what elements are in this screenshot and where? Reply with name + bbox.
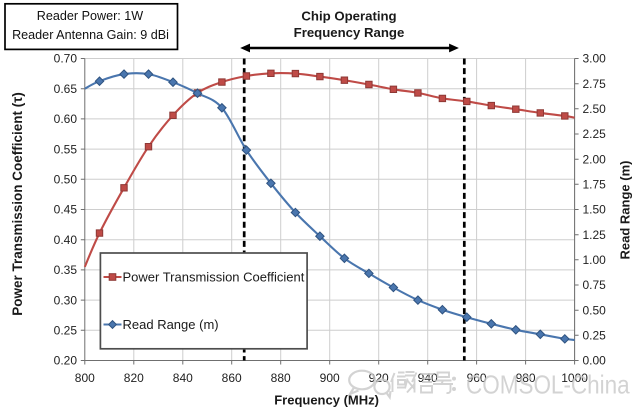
svg-text:0.25: 0.25 bbox=[54, 324, 78, 338]
svg-text:1.50: 1.50 bbox=[583, 203, 607, 217]
svg-text:0.50: 0.50 bbox=[54, 173, 78, 187]
svg-text:0.45: 0.45 bbox=[54, 203, 78, 217]
svg-text:Power Transmission Coefficient: Power Transmission Coefficient (τ) bbox=[10, 92, 25, 316]
svg-text:0.20: 0.20 bbox=[54, 354, 78, 368]
svg-text:1000: 1000 bbox=[561, 371, 588, 385]
svg-text:Chip Operating: Chip Operating bbox=[301, 8, 396, 23]
svg-text:Reader Antenna Gain: 9 dBi: Reader Antenna Gain: 9 dBi bbox=[12, 28, 169, 42]
svg-text:0.40: 0.40 bbox=[54, 233, 78, 247]
svg-text:1.00: 1.00 bbox=[583, 253, 607, 267]
svg-text:0.25: 0.25 bbox=[583, 329, 607, 343]
svg-text:Reader Power: 1W: Reader Power: 1W bbox=[37, 9, 144, 23]
svg-text:2.00: 2.00 bbox=[583, 152, 607, 166]
svg-text:1.25: 1.25 bbox=[583, 228, 607, 242]
svg-text:Read Range (m): Read Range (m) bbox=[123, 317, 219, 332]
svg-text:3.00: 3.00 bbox=[583, 52, 607, 66]
svg-text:Power Transmission Coefficient: Power Transmission Coefficient bbox=[123, 270, 305, 285]
svg-text:900: 900 bbox=[320, 371, 340, 385]
svg-text:0.60: 0.60 bbox=[54, 112, 78, 126]
svg-text:Frequency (MHz): Frequency (MHz) bbox=[274, 393, 379, 408]
svg-text:2.50: 2.50 bbox=[583, 102, 607, 116]
svg-text:840: 840 bbox=[173, 371, 193, 385]
svg-text:2.25: 2.25 bbox=[583, 127, 607, 141]
svg-text:0.00: 0.00 bbox=[583, 354, 607, 368]
svg-text:1.75: 1.75 bbox=[583, 178, 607, 192]
svg-text:0.70: 0.70 bbox=[54, 52, 78, 66]
svg-text:0.35: 0.35 bbox=[54, 263, 78, 277]
svg-text:980: 980 bbox=[516, 371, 536, 385]
svg-text:0.65: 0.65 bbox=[54, 82, 78, 96]
svg-text:COMSOL-China: COMSOL-China bbox=[466, 371, 630, 400]
svg-text:0.55: 0.55 bbox=[54, 142, 78, 156]
svg-text:0.30: 0.30 bbox=[54, 293, 78, 307]
svg-text:0.50: 0.50 bbox=[583, 303, 607, 317]
svg-text:860: 860 bbox=[222, 371, 242, 385]
svg-text:2.75: 2.75 bbox=[583, 77, 607, 91]
svg-text:960: 960 bbox=[467, 371, 487, 385]
svg-text:880: 880 bbox=[271, 371, 291, 385]
svg-text:820: 820 bbox=[124, 371, 144, 385]
svg-text:Read Range (m): Read Range (m) bbox=[618, 161, 633, 260]
svg-text:0.75: 0.75 bbox=[583, 278, 607, 292]
svg-text:800: 800 bbox=[75, 371, 95, 385]
svg-text:Frequency Range: Frequency Range bbox=[294, 25, 405, 40]
